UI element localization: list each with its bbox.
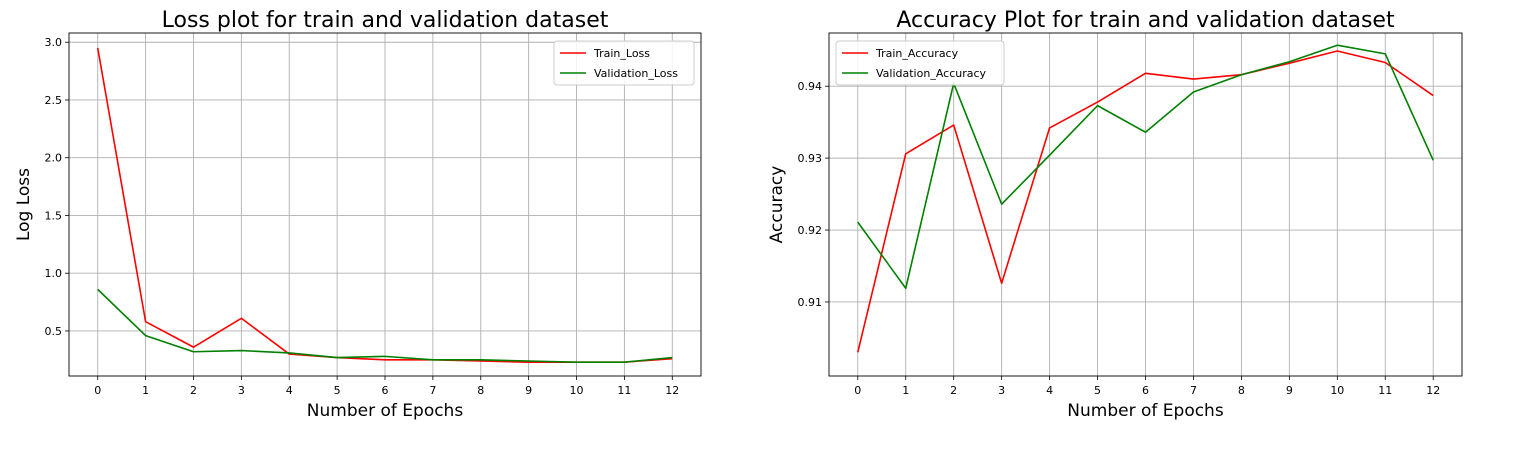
x-tick-label: 7: [429, 384, 436, 397]
y-tick-label: 2.0: [45, 152, 63, 165]
x-tick-label: 11: [1378, 384, 1392, 397]
legend-box: [835, 40, 1005, 86]
y-tick-label: 0.5: [45, 325, 63, 338]
x-tick-label: 11: [617, 384, 631, 397]
x-tick-label: 8: [1238, 384, 1245, 397]
x-tick-label: 1: [142, 384, 149, 397]
x-axis-ticks: 0 1 2 3 4 5 6 7 8 9 10 11 12: [854, 376, 1440, 397]
x-tick-label: 4: [1046, 384, 1053, 397]
x-tick-label: 10: [570, 384, 584, 397]
x-tick-label: 4: [286, 384, 293, 397]
x-tick-label: 2: [950, 384, 957, 397]
y-tick-label: 0.91: [798, 296, 823, 309]
y-tick-label: 1.5: [45, 209, 63, 222]
y-tick-label: 2.5: [45, 94, 63, 107]
x-tick-label: 0: [854, 384, 861, 397]
loss-chart: Loss plot for train and validation datas…: [14, 8, 702, 421]
x-tick-label: 3: [238, 384, 245, 397]
legend-label: Validation_Loss: [594, 67, 678, 80]
x-tick-label: 2: [190, 384, 197, 397]
y-tick-label: 0.93: [798, 152, 823, 165]
plot-frame: [68, 32, 702, 377]
x-tick-label: 9: [1286, 384, 1293, 397]
x-axis-ticks: 0 1 2 3 4 5 6 7 8 9 10 11 12: [94, 376, 679, 397]
grid: [829, 33, 1462, 376]
x-tick-label: 6: [382, 384, 389, 397]
legend-label: Train_Accuracy: [875, 47, 959, 60]
y-axis-label: Accuracy: [767, 166, 787, 244]
x-axis-label: Number of Epochs: [307, 401, 464, 421]
y-axis-ticks: 0.91 0.92 0.93 0.94: [798, 80, 829, 309]
x-axis-label: Number of Epochs: [1067, 401, 1224, 421]
x-tick-label: 7: [1190, 384, 1197, 397]
y-axis-label: Log Loss: [14, 168, 34, 241]
x-tick-label: 0: [94, 384, 101, 397]
grid: [69, 33, 701, 376]
series-line-train-accuracy: [856, 50, 1434, 353]
y-tick-label: 3.0: [45, 36, 63, 49]
x-tick-label: 12: [665, 384, 679, 397]
x-tick-label: 10: [1330, 384, 1344, 397]
plot-frame: [828, 32, 1463, 377]
x-tick-label: 3: [998, 384, 1005, 397]
x-tick-label: 9: [525, 384, 532, 397]
y-tick-label: 1.0: [45, 267, 63, 280]
legend-label: Train_Loss: [593, 47, 650, 60]
legend-label: Validation_Accuracy: [876, 67, 987, 80]
chart-title: Accuracy Plot for train and validation d…: [896, 8, 1395, 33]
x-tick-label: 12: [1426, 384, 1440, 397]
y-tick-label: 0.92: [798, 224, 823, 237]
legend: Train_Accuracy Validation_Accuracy: [835, 40, 1005, 86]
y-axis-ticks: 0.5 1.0 1.5 2.0 2.5 3.0: [45, 36, 69, 338]
legend: Train_Loss Validation_Loss: [553, 40, 695, 86]
x-tick-label: 1: [902, 384, 909, 397]
x-tick-label: 5: [1094, 384, 1101, 397]
series-line-validation-loss: [97, 288, 673, 363]
x-tick-label: 5: [334, 384, 341, 397]
series-lines: [96, 47, 673, 363]
accuracy-chart: Accuracy Plot for train and validation d…: [767, 8, 1463, 421]
y-tick-label: 0.94: [798, 80, 823, 93]
x-tick-label: 6: [1142, 384, 1149, 397]
legend-box: [553, 40, 695, 86]
x-tick-label: 8: [477, 384, 484, 397]
chart-title: Loss plot for train and validation datas…: [162, 8, 609, 33]
